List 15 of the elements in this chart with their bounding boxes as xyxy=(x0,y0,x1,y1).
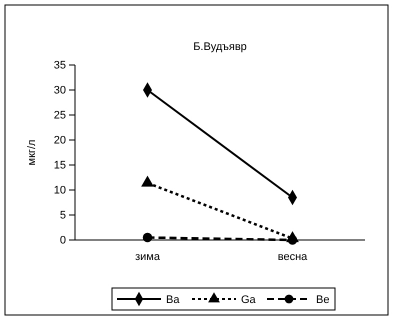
x-tick-label: весна xyxy=(278,250,308,263)
y-axis-title: мкг/л xyxy=(26,140,38,166)
y-tick-label: 10 xyxy=(54,184,66,197)
chart-title: Б.Вудъявр xyxy=(193,41,247,53)
y-tick-label: 30 xyxy=(54,84,66,97)
y-tick-label: 0 xyxy=(60,234,66,247)
y-tick-label: 25 xyxy=(54,110,66,122)
y-tick-label: 15 xyxy=(54,160,66,172)
legend-label: Be xyxy=(316,294,330,306)
y-tick-label: 35 xyxy=(54,60,66,72)
legend-label: Ba xyxy=(166,294,180,306)
x-tick-label: зима xyxy=(135,250,161,263)
legend-label: Ga xyxy=(241,294,257,306)
y-tick-label: 20 xyxy=(54,134,66,147)
y-tick-label: 5 xyxy=(60,210,66,222)
